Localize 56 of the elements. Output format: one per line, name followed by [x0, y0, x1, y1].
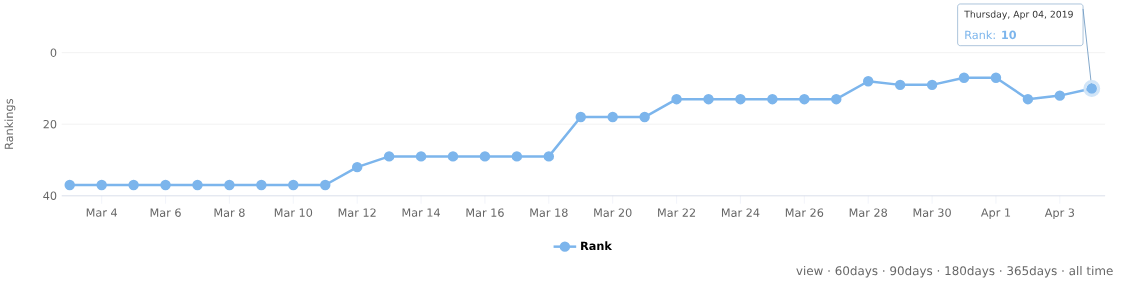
x-tick-label: Mar 6	[150, 208, 181, 217]
x-tick-label: Mar 4	[86, 208, 118, 217]
x-tick-label: Mar 24	[721, 208, 760, 217]
point	[703, 93, 714, 105]
point	[128, 179, 139, 191]
point	[383, 151, 395, 162]
legend-label: Rank	[581, 241, 613, 251]
point	[320, 179, 331, 191]
point	[831, 93, 842, 105]
point	[799, 93, 810, 105]
x-tick-label: Mar 20	[594, 208, 632, 217]
x-tick-label: Mar 14	[402, 208, 440, 217]
point	[288, 179, 299, 191]
x-tick-label: Mar 26	[785, 208, 824, 217]
x-tick-label: Mar 8	[214, 208, 245, 217]
point	[96, 179, 107, 191]
point	[511, 151, 523, 162]
point	[1022, 93, 1034, 105]
text: Rank: 10	[965, 30, 1017, 40]
point	[607, 111, 618, 123]
point	[639, 111, 650, 123]
point	[447, 151, 459, 162]
y-tick-label: 40	[43, 191, 57, 200]
x-tick-label: Mar 16	[466, 208, 504, 217]
y-tick-label: 0	[50, 48, 57, 57]
point	[767, 93, 778, 105]
point	[256, 179, 267, 191]
point	[543, 151, 555, 162]
point	[958, 72, 970, 83]
y-tick-label: 20	[43, 119, 57, 129]
x-tick-label: Apr 3	[1044, 208, 1075, 219]
point	[351, 161, 363, 173]
point	[990, 72, 1002, 83]
point	[1054, 90, 1066, 101]
point	[926, 79, 938, 90]
x-tick-label: Mar 30	[913, 208, 951, 217]
point	[160, 179, 171, 191]
x-tick-label: Mar 10	[274, 208, 313, 217]
point	[192, 179, 203, 191]
point	[862, 75, 874, 87]
annotation: Thursday, Apr 04, 2019	[964, 10, 1073, 20]
x-tick-label: Mar 12	[338, 208, 376, 217]
point	[415, 151, 427, 162]
point	[575, 111, 586, 123]
x-tick-label: Mar 22	[658, 208, 696, 217]
point	[64, 179, 75, 191]
point	[671, 93, 682, 105]
x-tick-label: Apr 1	[980, 208, 1011, 219]
point	[479, 151, 491, 162]
y-axis-title: Rankings	[4, 98, 16, 149]
x-tick-label: Mar 18	[530, 208, 568, 217]
point	[735, 93, 746, 105]
point	[894, 79, 906, 90]
text: view · 60days · 90days · 180days · 365days · all time	[796, 265, 1113, 278]
point	[224, 179, 235, 191]
x-tick-label: Mar 28	[849, 208, 888, 217]
